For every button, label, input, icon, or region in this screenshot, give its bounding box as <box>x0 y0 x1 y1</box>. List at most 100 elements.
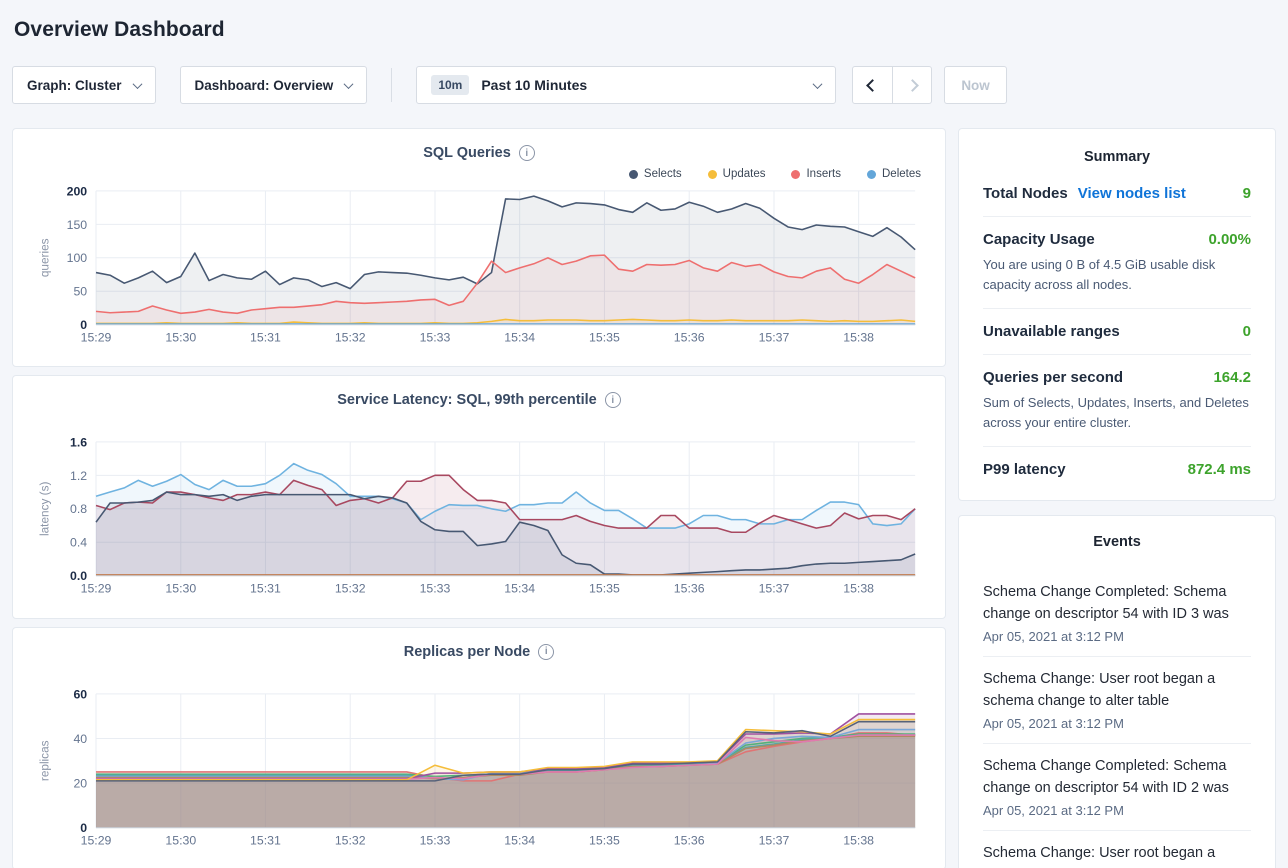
svg-text:replicas: replicas <box>38 740 52 781</box>
legend-dot-icon <box>791 169 801 179</box>
time-step-forward-button[interactable] <box>892 67 931 103</box>
time-step-buttons <box>852 66 933 104</box>
chart-title: Replicas per Node <box>403 643 531 660</box>
event-timestamp: Apr 05, 2021 at 3:12 PM <box>983 628 1124 644</box>
svg-text:15:38: 15:38 <box>843 833 874 847</box>
svg-text:15:31: 15:31 <box>250 833 281 847</box>
legend-item-selects: Selects <box>628 167 682 181</box>
svg-text:15:29: 15:29 <box>81 833 112 847</box>
chart-title: Service Latency: SQL, 99th percentile <box>337 392 597 409</box>
graph-scope-dropdown[interactable]: Graph: Cluster <box>12 66 156 104</box>
svg-text:15:34: 15:34 <box>504 582 535 596</box>
time-range-value: Past 10 Minutes <box>481 77 588 93</box>
svg-text:0: 0 <box>80 318 87 332</box>
dashboard-dropdown[interactable]: Dashboard: Overview <box>179 66 368 104</box>
svg-text:15:30: 15:30 <box>165 582 196 596</box>
legend-label: Deletes <box>882 168 921 180</box>
svg-text:15:34: 15:34 <box>504 833 535 847</box>
event-timestamp: Apr 05, 2021 at 3:12 PM <box>983 802 1124 818</box>
time-step-back-button[interactable] <box>853 67 892 103</box>
chevron-right-icon <box>905 78 919 92</box>
legend-dot-icon <box>707 169 717 179</box>
svg-text:15:38: 15:38 <box>843 330 874 344</box>
controls-divider <box>391 68 393 102</box>
svg-text:15:37: 15:37 <box>759 833 790 847</box>
svg-text:200: 200 <box>67 184 88 198</box>
capacity-usage-row: Capacity Usage 0.00% <box>983 231 1251 248</box>
view-nodes-list-link[interactable]: View nodes list <box>1077 185 1186 202</box>
replicas-per-node-chart[interactable]: 15:29 15:30 15:31 15:32 15:33 15:34 15:35 15:36… <box>31 684 927 859</box>
capacity-usage-description: You are using 0 B of 4.5 GiB usable disk… <box>983 257 1216 292</box>
legend-dot-icon <box>628 169 638 179</box>
svg-text:50: 50 <box>73 285 87 299</box>
svg-text:0: 0 <box>80 821 87 835</box>
events-title: Events <box>1093 534 1141 550</box>
svg-text:0.0: 0.0 <box>70 569 87 583</box>
events-panel: Events Schema Change Completed: Schema c… <box>958 515 1276 868</box>
chevron-left-icon <box>866 78 880 92</box>
legend-label: Updates <box>722 168 766 180</box>
svg-text:40: 40 <box>73 731 87 745</box>
unavailable-ranges-value: 0 <box>1242 323 1251 340</box>
event-timestamp: Apr 05, 2021 at 3:12 PM <box>983 715 1124 731</box>
event-message: Schema Change: User root began a schema … <box>983 844 1216 868</box>
chevron-down-icon <box>132 78 142 89</box>
chart-legend: Selects Updates Inserts Deletes <box>31 167 921 181</box>
svg-text:15:33: 15:33 <box>420 582 451 596</box>
event-item: Schema Change Completed: Schema change o… <box>983 570 1251 657</box>
total-nodes-row: Total Nodes View nodes list 9 <box>983 185 1251 202</box>
svg-text:15:29: 15:29 <box>81 582 112 596</box>
chevron-down-icon <box>812 78 823 89</box>
divider <box>983 308 1251 309</box>
svg-text:15:34: 15:34 <box>504 330 535 344</box>
svg-text:60: 60 <box>73 687 87 701</box>
replicas-per-node-panel: Replicas per Node i 15:29 15:30 15:31 15:32… <box>12 626 946 868</box>
sql-queries-panel: SQL Queries i Selects Updates Inserts Delet… <box>12 128 946 368</box>
svg-text:15:35: 15:35 <box>589 833 620 847</box>
svg-text:15:31: 15:31 <box>250 330 281 344</box>
info-icon[interactable]: i <box>538 643 555 660</box>
svg-text:1.2: 1.2 <box>70 469 87 483</box>
event-message: Schema Change Completed: Schema change o… <box>983 584 1229 623</box>
unavailable-ranges-row: Unavailable ranges 0 <box>983 323 1251 340</box>
svg-text:100: 100 <box>67 251 88 265</box>
chart-title-row: SQL Queries i <box>31 145 927 161</box>
p99-latency-label: P99 latency <box>983 461 1066 478</box>
svg-text:15:33: 15:33 <box>420 833 451 847</box>
now-button[interactable]: Now <box>944 66 1007 104</box>
chart-title-row: Service Latency: SQL, 99th percentile i <box>31 392 927 409</box>
page-title: Overview Dashboard <box>14 18 225 41</box>
legend-item-inserts: Inserts <box>791 167 841 181</box>
event-item: Schema Change: User root began a schema … <box>983 657 1251 744</box>
svg-text:15:32: 15:32 <box>335 330 366 344</box>
svg-text:15:36: 15:36 <box>674 330 705 344</box>
legend-item-deletes: Deletes <box>867 167 921 181</box>
chart-title: SQL Queries <box>423 145 511 161</box>
chevron-down-icon <box>343 78 354 89</box>
svg-text:15:32: 15:32 <box>335 582 366 596</box>
svg-text:15:30: 15:30 <box>165 330 196 344</box>
sidebar-column: Summary Total Nodes View nodes list 9 Ca… <box>958 128 1276 868</box>
sql-queries-chart[interactable]: 15:29 15:30 15:31 15:32 15:33 15:34 15:35 15:36… <box>31 181 927 356</box>
svg-text:15:38: 15:38 <box>843 582 874 596</box>
legend-item-updates: Updates <box>707 167 766 181</box>
svg-text:15:37: 15:37 <box>759 582 790 596</box>
info-icon[interactable]: i <box>518 145 535 161</box>
events-list: Schema Change Completed: Schema change o… <box>983 570 1251 868</box>
info-icon[interactable]: i <box>604 392 621 409</box>
svg-text:15:30: 15:30 <box>165 833 196 847</box>
divider <box>983 446 1251 447</box>
svg-text:15:35: 15:35 <box>589 582 620 596</box>
svg-text:20: 20 <box>73 776 87 790</box>
svg-text:0.8: 0.8 <box>70 502 87 516</box>
svg-text:latency (s): latency (s) <box>38 482 52 536</box>
summary-panel: Summary Total Nodes View nodes list 9 Ca… <box>958 128 1276 501</box>
queries-per-second-label: Queries per second <box>983 369 1124 386</box>
service-latency-chart[interactable]: 15:29 15:30 15:31 15:32 15:33 15:34 15:35 15:36… <box>31 432 927 607</box>
legend-label: Inserts <box>806 168 841 180</box>
legend-label: Selects <box>643 168 682 180</box>
divider <box>983 216 1251 217</box>
summary-title: Summary <box>1083 149 1151 165</box>
time-range-dropdown[interactable]: 10m Past 10 Minutes <box>416 66 837 104</box>
